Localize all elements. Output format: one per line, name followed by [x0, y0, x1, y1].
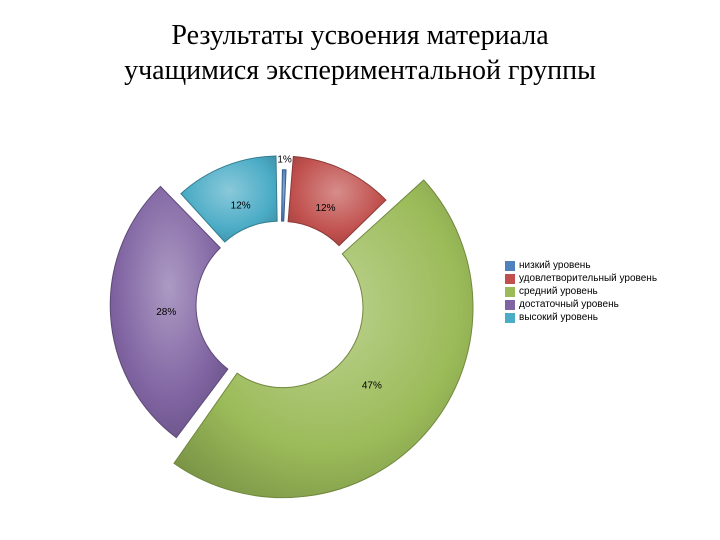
legend-swatch: [505, 287, 515, 297]
slide: Результаты усвоения материала учащимися …: [0, 0, 720, 540]
legend-item: достаточный уровень: [505, 299, 657, 310]
legend-item: средний уровень: [505, 286, 657, 297]
legend-label: удовлетворительный уровень: [519, 273, 657, 284]
title-line-1: Результаты усвоения материала: [171, 20, 548, 51]
title-line-2: учащимися экспериментальной группы: [124, 55, 596, 86]
legend-label: средний уровень: [519, 286, 598, 297]
legend-label: достаточный уровень: [519, 299, 619, 310]
slice-label: 28%: [156, 307, 176, 318]
donut-chart: 1% 12% 47% 28% 12%: [80, 105, 480, 505]
chart-legend: низкий уровень удовлетворительный уровень…: [505, 260, 657, 325]
page-title: Результаты усвоения материала учащимися …: [0, 18, 720, 88]
legend-label: высокий уровень: [519, 312, 598, 323]
legend-swatch: [505, 313, 515, 323]
legend-item: удовлетворительный уровень: [505, 273, 657, 284]
legend-swatch: [505, 300, 515, 310]
legend-item: высокий уровень: [505, 312, 657, 323]
slice-label: 12%: [315, 203, 335, 214]
legend-item: низкий уровень: [505, 260, 657, 271]
legend-swatch: [505, 274, 515, 284]
legend-label: низкий уровень: [519, 260, 591, 271]
slice-label: 1%: [277, 154, 292, 165]
slice-label: 12%: [231, 200, 251, 211]
donut-slice: [282, 170, 287, 221]
slice-label: 47%: [362, 381, 382, 392]
legend-swatch: [505, 261, 515, 271]
